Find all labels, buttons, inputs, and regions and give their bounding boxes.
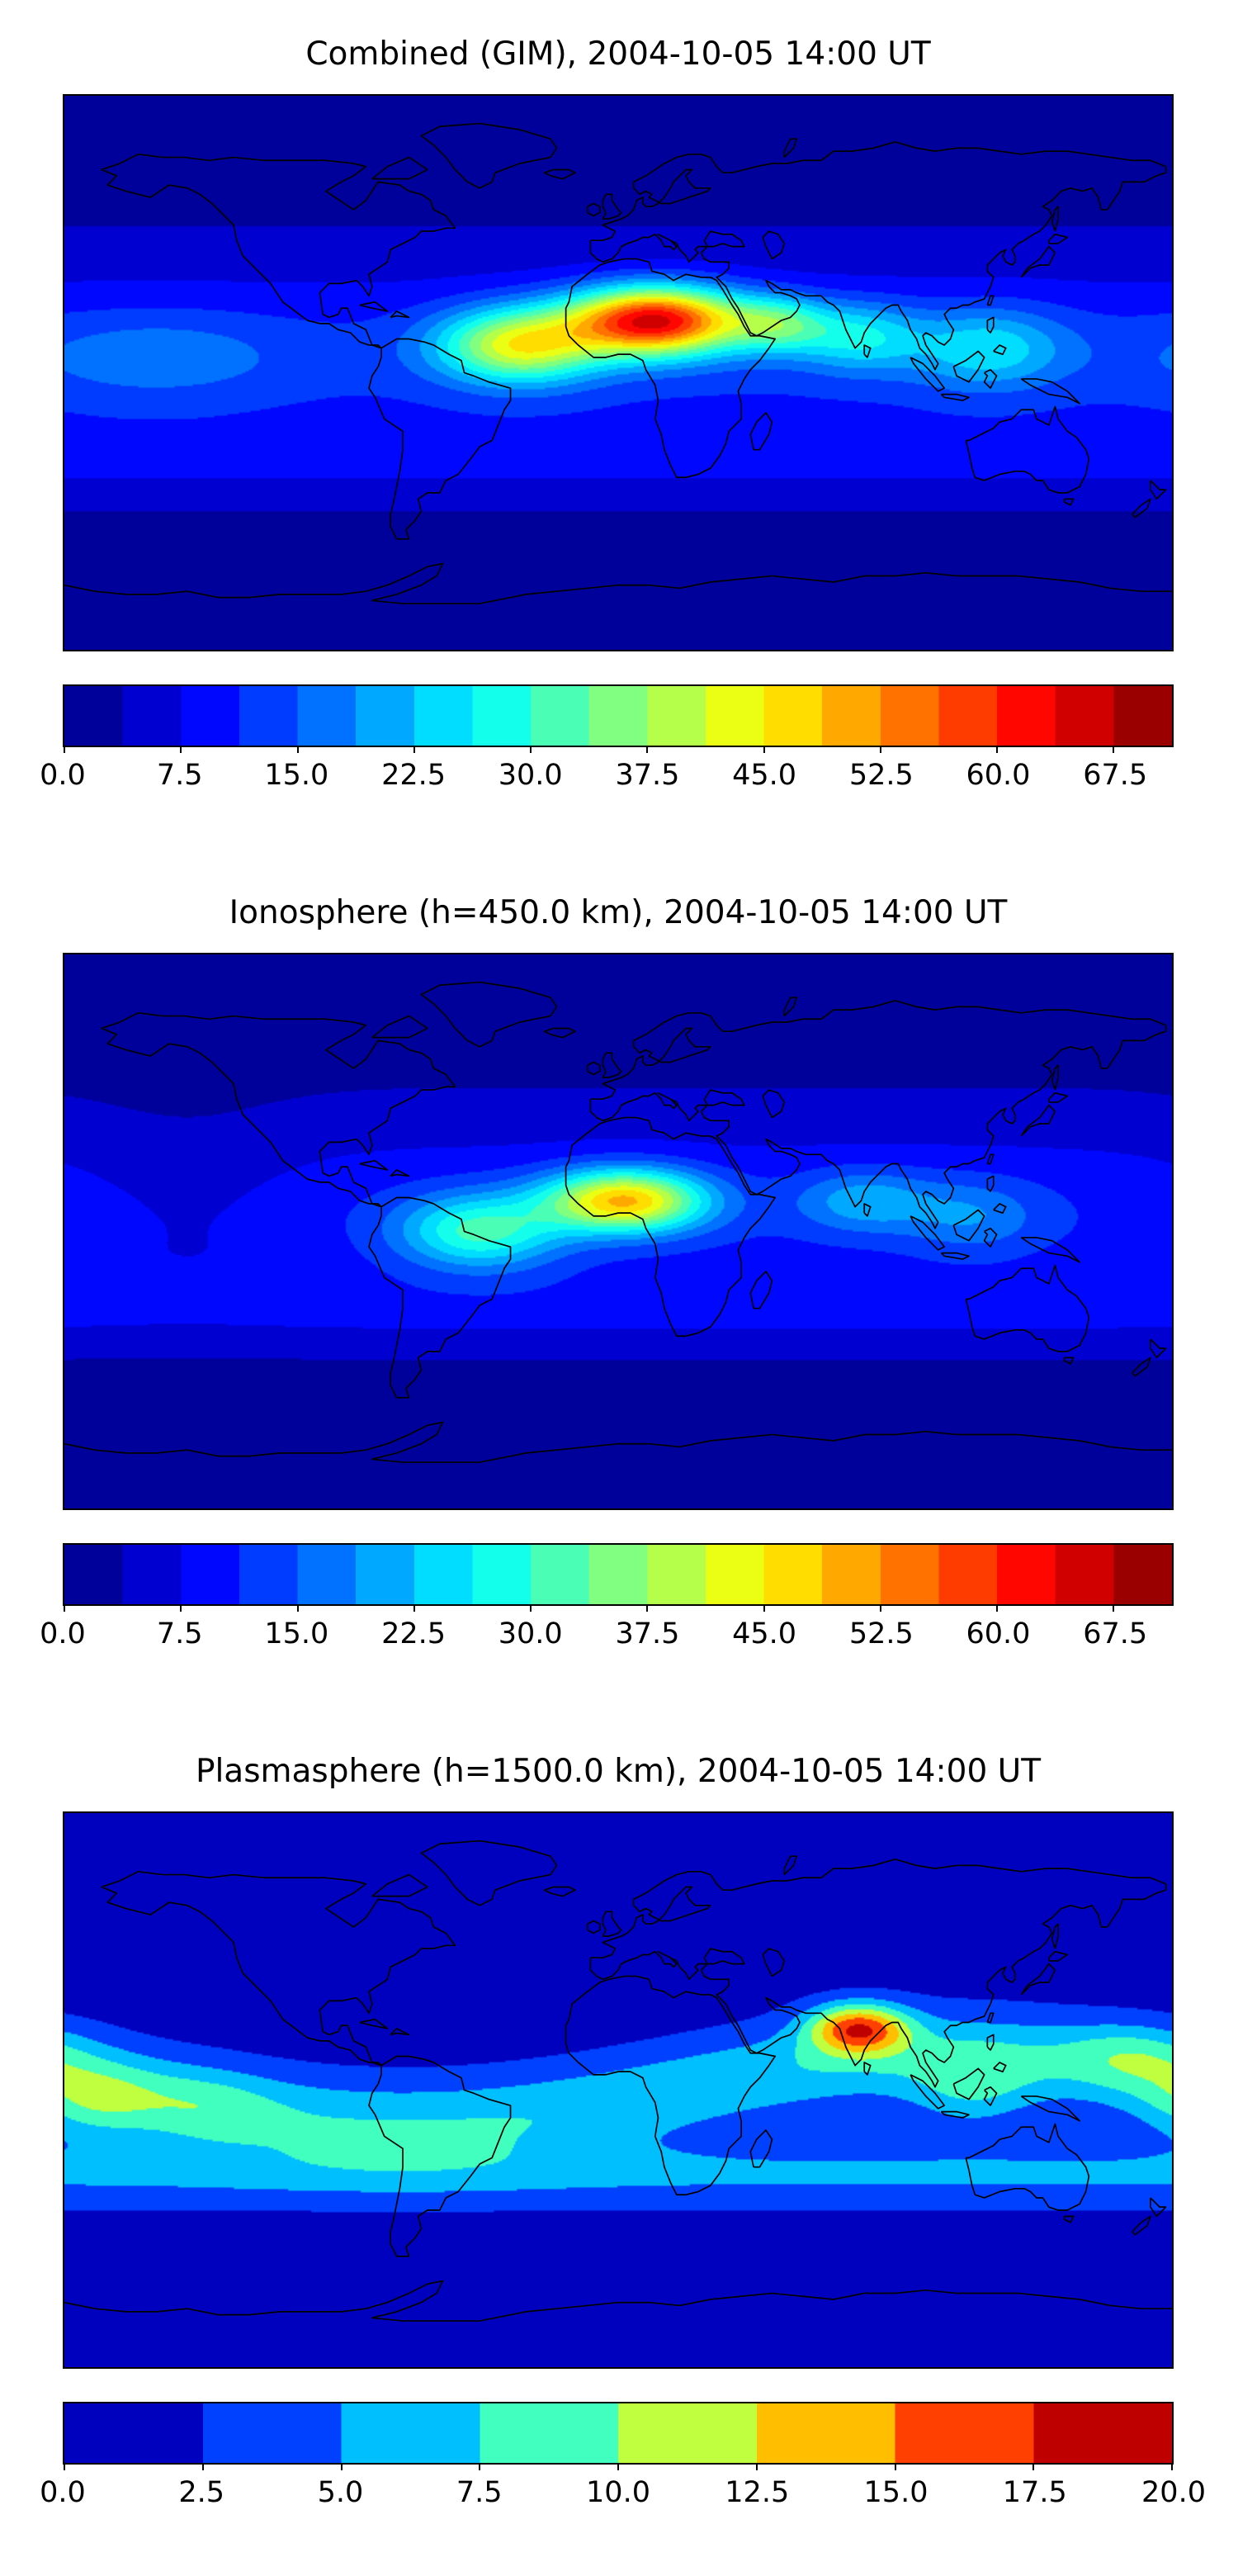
colorbar-tick-mark [763,746,765,753]
colorbar-tick-mark [296,746,299,753]
panel-title: Combined (GIM), 2004-10-05 14:00 UT [305,36,931,73]
colorbar-tick-mark [413,1604,415,1612]
coastlines-overlay [64,954,1172,1508]
colorbar-tick-mark [180,1604,182,1612]
colorbar-tick-label: 37.5 [615,759,680,792]
colorbar [63,684,1174,753]
colorbar-tick-label: 15.0 [264,1617,329,1650]
colorbar-ticks: 0.0 7.5 15.0 22.5 30.0 37.5 45.0 52.5 60.0 67.5 [40,759,1174,802]
colorbar-ticks: 0.0 2.5 5.0 7.5 10.0 12.5 15.0 17.5 20.0 [40,2476,1206,2519]
colorbar-tick-mark [64,746,65,753]
colorbar-tick-label: 0.0 [40,2476,86,2509]
colorbar [63,1543,1174,1612]
tec-map [63,1811,1174,2369]
colorbar-tick-label: 7.5 [156,1617,203,1650]
colorbar-tick-label: 45.0 [732,1617,797,1650]
colorbar-tick-mark [530,1604,532,1612]
colorbar-tick-label: 15.0 [264,759,329,792]
colorbar-ticks: 0.0 7.5 15.0 22.5 30.0 37.5 45.0 52.5 60.0 67.5 [40,1617,1174,1660]
colorbar-tick-label: 30.0 [498,759,563,792]
colorbar-tick-label: 17.5 [1002,2476,1067,2509]
colorbar-tick-mark [879,746,881,753]
colorbar-tick-mark [755,2463,758,2470]
colorbar-tick-mark [64,2463,65,2470]
colorbar-canvas [64,2403,1172,2463]
colorbar-tick-mark [894,2463,896,2470]
colorbar-tick-label: 52.5 [848,759,914,792]
colorbar-tick-mark [617,2463,619,2470]
colorbar-tick-label: 0.0 [40,759,86,792]
heatmap-canvas [64,954,1172,1508]
tec-map [63,94,1174,651]
colorbar-tick-label: 37.5 [615,1617,680,1650]
colorbar-tick-label: 67.5 [1083,759,1148,792]
heatmap-canvas [64,96,1172,650]
colorbar-tick-mark [1032,2463,1035,2470]
coastlines-overlay [64,96,1172,650]
panel-combined-gim: Combined (GIM), 2004-10-05 14:00 UT 0.0 7… [40,33,1174,859]
colorbar-tick-label: 10.0 [586,2476,650,2509]
colorbar-tick-label: 7.5 [456,2476,503,2509]
colorbar-tick-mark [1113,1604,1115,1612]
colorbar-tick-label: 52.5 [848,1617,914,1650]
panel-title: Plasmasphere (h=1500.0 km), 2004-10-05 1… [195,1753,1042,1790]
colorbar-tick-mark [64,1604,65,1612]
colorbar-tick-mark [763,1604,765,1612]
colorbar-tick-label: 15.0 [863,2476,928,2509]
colorbar-tick-label: 60.0 [966,1617,1031,1650]
colorbar-tick-mark [996,1604,999,1612]
colorbar [63,2402,1174,2470]
colorbar-tick-mark [413,746,415,753]
coastline-path [64,983,1172,1463]
colorbar-tick-label: 0.0 [40,1617,86,1650]
colorbar-tick-mark [879,1604,881,1612]
colorbar-tick-mark [646,1604,649,1612]
heatmap-canvas [64,1813,1172,2367]
colorbar-tick-mark [530,746,532,753]
colorbar-canvas [64,1545,1172,1604]
colorbar-tick-label: 5.0 [317,2476,364,2509]
colorbar-canvas [64,686,1172,746]
colorbar-tick-mark [296,1604,299,1612]
colorbar-tick-mark [996,746,999,753]
colorbar-tick-mark [646,746,649,753]
tec-map [63,953,1174,1510]
colorbar-tick-label: 2.5 [178,2476,225,2509]
colorbar-tick-label: 30.0 [498,1617,563,1650]
colorbar-tick-label: 67.5 [1083,1617,1148,1650]
coastline-path [64,124,1172,604]
colorbar-tick-mark [479,2463,481,2470]
colorbar-tick-label: 45.0 [732,759,797,792]
colorbar-tick-mark [180,746,182,753]
colorbar-tick-label: 20.0 [1141,2476,1206,2509]
coastline-path [64,1841,1172,2322]
panel-plasmasphere: Plasmasphere (h=1500.0 km), 2004-10-05 1… [40,1750,1206,2576]
colorbar-tick-label: 22.5 [381,759,447,792]
colorbar-tick-label: 7.5 [156,759,203,792]
coastlines-overlay [64,1813,1172,2367]
colorbar-tick-label: 60.0 [966,759,1031,792]
colorbar-tick-label: 12.5 [725,2476,790,2509]
panel-ionosphere: Ionosphere (h=450.0 km), 2004-10-05 14:0… [40,892,1174,1717]
panel-title: Ionosphere (h=450.0 km), 2004-10-05 14:0… [229,894,1008,931]
colorbar-tick-label: 22.5 [381,1617,447,1650]
colorbar-tick-mark [340,2463,343,2470]
colorbar-tick-mark [201,2463,204,2470]
colorbar-tick-mark [1113,746,1115,753]
colorbar-tick-mark [1171,2463,1173,2470]
